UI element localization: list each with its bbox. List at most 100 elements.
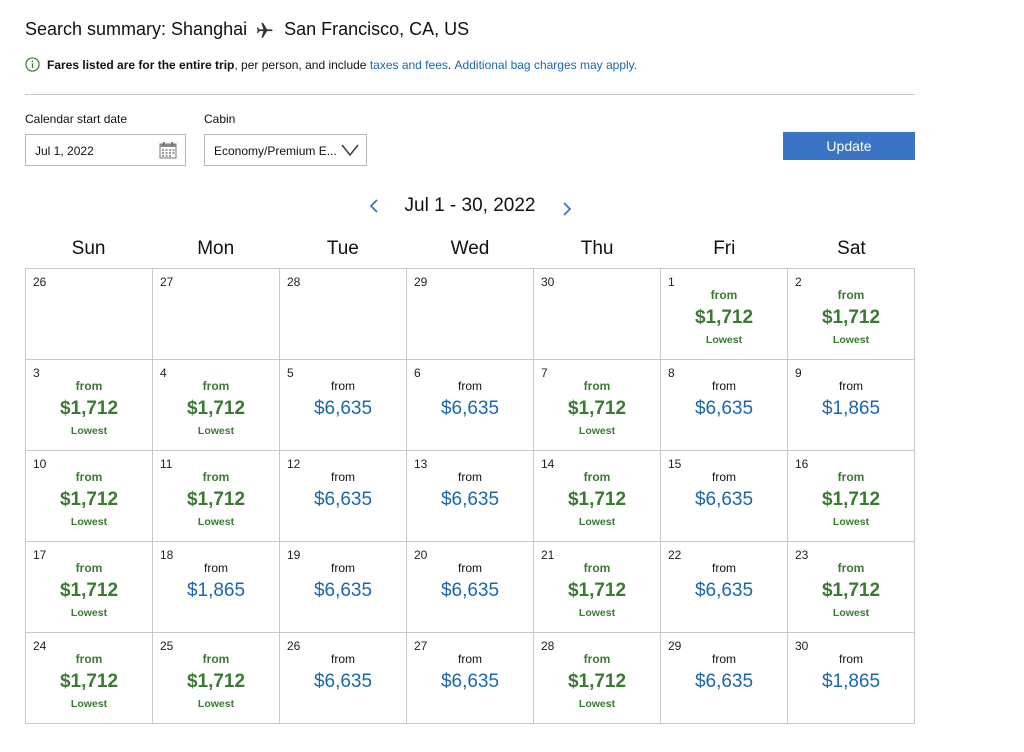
fare-block[interactable]: from $1,865 (153, 560, 279, 606)
fare-block[interactable]: from $6,635 (280, 378, 406, 424)
fare-block[interactable]: from $6,635 (407, 378, 533, 424)
calendar-day-cell[interactable]: 29 from $6,635 (661, 633, 788, 724)
fare-price[interactable]: $1,712 (186, 398, 246, 419)
calendar-day-cell[interactable]: 7 from $1,712 Lowest (534, 360, 661, 451)
fare-block[interactable]: from $1,712 Lowest (153, 378, 279, 438)
calendar-day-cell[interactable]: 1 from $1,712 Lowest (661, 269, 788, 360)
calendar-day-cell[interactable]: 28 from $1,712 Lowest (534, 633, 661, 724)
calendar-day-cell[interactable]: 23 from $1,712 Lowest (788, 542, 915, 633)
calendar-day-cell[interactable]: 6 from $6,635 (407, 360, 534, 451)
fare-block[interactable]: from $1,865 (788, 651, 914, 697)
fare-price[interactable]: $6,635 (440, 398, 500, 419)
calendar-day-cell[interactable]: 30 from $1,865 (788, 633, 915, 724)
fare-block[interactable]: from $1,712 Lowest (153, 469, 279, 529)
fare-block[interactable]: from $6,635 (661, 560, 787, 606)
fare-price[interactable]: $1,712 (821, 307, 881, 328)
fare-price[interactable]: $1,712 (567, 398, 627, 419)
fare-price[interactable]: $1,712 (59, 580, 119, 601)
fare-block[interactable]: from $1,712 Lowest (26, 469, 152, 529)
fare-price[interactable]: $1,865 (821, 398, 881, 419)
fare-price[interactable]: $6,635 (694, 489, 754, 510)
fare-price[interactable]: $6,635 (313, 489, 373, 510)
fare-price[interactable]: $6,635 (440, 580, 500, 601)
calendar-day-cell[interactable]: 12 from $6,635 (280, 451, 407, 542)
fare-block[interactable]: from $1,712 Lowest (534, 560, 660, 620)
fare-block[interactable]: from $6,635 (661, 469, 787, 515)
calendar-icon[interactable] (159, 141, 177, 159)
fare-price[interactable]: $6,635 (694, 580, 754, 601)
fare-block[interactable]: from $1,712 Lowest (26, 560, 152, 620)
fare-price[interactable]: $1,712 (59, 398, 119, 419)
fare-block[interactable]: from $1,712 Lowest (788, 287, 914, 347)
fare-block[interactable]: from $1,712 Lowest (534, 651, 660, 711)
calendar-day-cell[interactable]: 25 from $1,712 Lowest (153, 633, 280, 724)
fare-block[interactable]: from $1,712 Lowest (788, 560, 914, 620)
chevron-left-icon[interactable] (367, 198, 381, 214)
fare-from-label: from (75, 652, 103, 666)
fare-price[interactable]: $1,712 (59, 489, 119, 510)
bag-charges-link[interactable]: Additional bag charges may apply. (454, 57, 638, 72)
start-date-input[interactable]: Jul 1, 2022 (25, 134, 186, 166)
calendar-day-cell[interactable]: 24 from $1,712 Lowest (26, 633, 153, 724)
fare-block[interactable]: from $6,635 (661, 651, 787, 697)
calendar-day-cell[interactable]: 2 from $1,712 Lowest (788, 269, 915, 360)
calendar-day-cell[interactable]: 13 from $6,635 (407, 451, 534, 542)
fare-price[interactable]: $1,712 (186, 489, 246, 510)
fare-block[interactable]: from $1,712 Lowest (534, 378, 660, 438)
fare-from-label: from (712, 652, 736, 666)
calendar-day-cell[interactable]: 10 from $1,712 Lowest (26, 451, 153, 542)
calendar-day-cell[interactable]: 21 from $1,712 Lowest (534, 542, 661, 633)
fare-block[interactable]: from $6,635 (280, 651, 406, 697)
fare-price[interactable]: $6,635 (440, 671, 500, 692)
fare-block[interactable]: from $6,635 (280, 560, 406, 606)
calendar-day-cell[interactable]: 14 from $1,712 Lowest (534, 451, 661, 542)
calendar-day-cell[interactable]: 15 from $6,635 (661, 451, 788, 542)
calendar-day-cell[interactable]: 27 from $6,635 (407, 633, 534, 724)
fare-block[interactable]: from $6,635 (661, 378, 787, 424)
fare-price[interactable]: $6,635 (694, 671, 754, 692)
calendar-day-cell[interactable]: 11 from $1,712 Lowest (153, 451, 280, 542)
cabin-select[interactable]: Economy/Premium E... (204, 134, 367, 166)
fare-block[interactable]: from $1,712 Lowest (788, 469, 914, 529)
fare-block[interactable]: from $1,712 Lowest (26, 651, 152, 711)
fare-price[interactable]: $1,712 (694, 307, 754, 328)
calendar-day-cell[interactable]: 22 from $6,635 (661, 542, 788, 633)
calendar-day-cell[interactable]: 3 from $1,712 Lowest (26, 360, 153, 451)
fare-block[interactable]: from $1,712 Lowest (153, 651, 279, 711)
fare-price[interactable]: $1,712 (567, 580, 627, 601)
fare-price[interactable]: $1,712 (567, 671, 627, 692)
fare-block[interactable]: from $6,635 (407, 469, 533, 515)
fare-block[interactable]: from $1,865 (788, 378, 914, 424)
fare-price[interactable]: $1,712 (186, 671, 246, 692)
calendar-day-cell[interactable]: 26 from $6,635 (280, 633, 407, 724)
fare-block[interactable]: from $6,635 (407, 560, 533, 606)
calendar-day-cell[interactable]: 17 from $1,712 Lowest (26, 542, 153, 633)
calendar-day-cell[interactable]: 18 from $1,865 (153, 542, 280, 633)
chevron-right-icon[interactable] (560, 201, 574, 217)
calendar-day-cell[interactable]: 4 from $1,712 Lowest (153, 360, 280, 451)
fare-price[interactable]: $1,865 (186, 580, 246, 601)
fare-price[interactable]: $1,865 (821, 671, 881, 692)
fare-block[interactable]: from $6,635 (280, 469, 406, 515)
fare-block[interactable]: from $1,712 Lowest (534, 469, 660, 529)
fare-price[interactable]: $6,635 (694, 398, 754, 419)
fare-price[interactable]: $6,635 (313, 671, 373, 692)
calendar-day-cell[interactable]: 16 from $1,712 Lowest (788, 451, 915, 542)
fare-price[interactable]: $1,712 (567, 489, 627, 510)
fare-block[interactable]: from $1,712 Lowest (26, 378, 152, 438)
calendar-day-cell[interactable]: 19 from $6,635 (280, 542, 407, 633)
fare-price[interactable]: $6,635 (440, 489, 500, 510)
taxes-and-fees-link[interactable]: taxes and fees (369, 57, 448, 72)
calendar-day-cell[interactable]: 5 from $6,635 (280, 360, 407, 451)
fare-block[interactable]: from $1,712 Lowest (661, 287, 787, 347)
calendar-day-cell[interactable]: 20 from $6,635 (407, 542, 534, 633)
fare-price[interactable]: $1,712 (59, 671, 119, 692)
fare-block[interactable]: from $6,635 (407, 651, 533, 697)
calendar-day-cell[interactable]: 8 from $6,635 (661, 360, 788, 451)
update-button[interactable]: Update (783, 132, 915, 160)
fare-price[interactable]: $1,712 (821, 489, 881, 510)
calendar-day-cell[interactable]: 9 from $1,865 (788, 360, 915, 451)
fare-price[interactable]: $6,635 (313, 398, 373, 419)
fare-price[interactable]: $1,712 (821, 580, 881, 601)
fare-price[interactable]: $6,635 (313, 580, 373, 601)
